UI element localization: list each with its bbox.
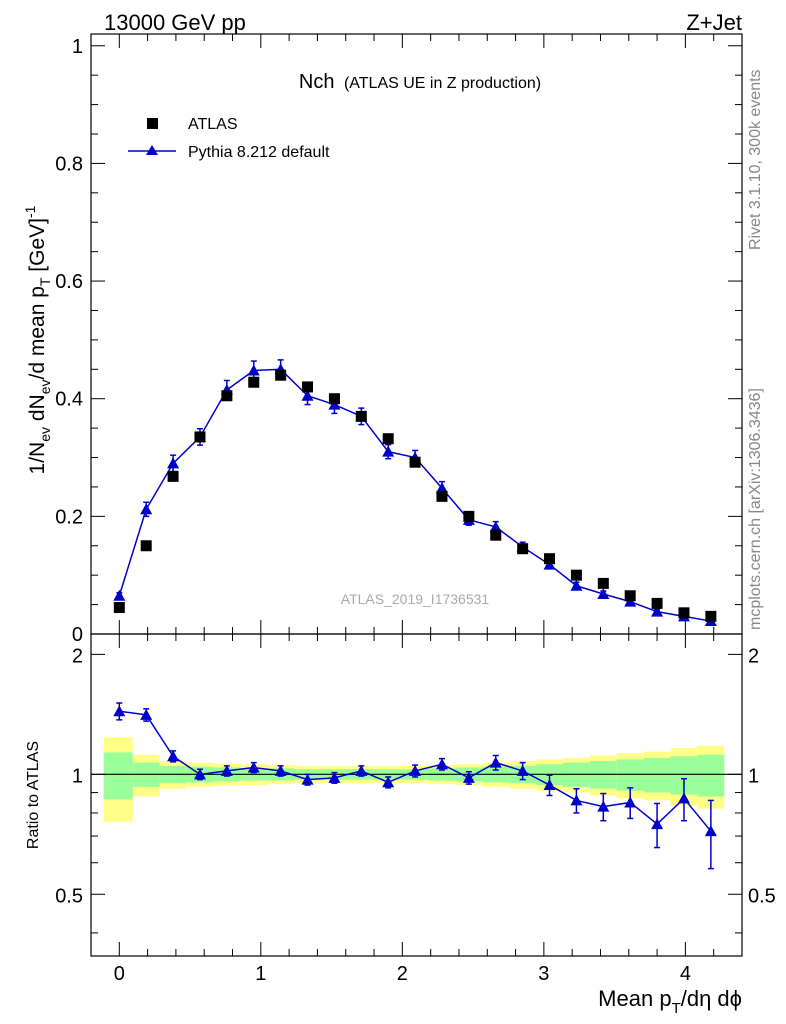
data-point xyxy=(544,553,556,565)
main-y-tick-label: 0.4 xyxy=(55,389,83,411)
mc-point xyxy=(489,520,502,532)
plot-title-main: Nch xyxy=(299,71,335,93)
data-point xyxy=(409,456,421,468)
mc-point xyxy=(597,588,610,599)
x-tick-label: 3 xyxy=(538,963,549,985)
data-point xyxy=(597,577,609,589)
x-tick-label: 4 xyxy=(680,963,691,985)
data-point xyxy=(651,597,663,609)
x-tick-label: 0 xyxy=(114,963,125,985)
ratio-mc-point xyxy=(274,764,287,776)
ratio-mc-point xyxy=(570,794,583,806)
ratio-y-tick-label-right: 1 xyxy=(748,765,759,787)
ratio-mc-point xyxy=(193,768,206,780)
ratio-mc-point xyxy=(597,800,610,812)
band-inner xyxy=(643,757,671,793)
ratio-mc-point xyxy=(113,705,126,717)
ratio-mc-point xyxy=(247,761,260,773)
band-inner xyxy=(616,759,644,791)
ratio-mc-point xyxy=(489,756,502,768)
ratio-mc-point xyxy=(543,779,556,791)
ratio-mc-point xyxy=(704,825,717,837)
ratio-mc-point xyxy=(140,708,153,720)
mc-point xyxy=(301,389,314,401)
data-point xyxy=(167,470,179,482)
data-point xyxy=(302,381,314,393)
data-point xyxy=(705,610,717,622)
ratio-panel: 0.5 0.5 1 1 2 2 0 1 2 3 4 xyxy=(55,633,776,985)
ratio-mc-point xyxy=(677,792,690,804)
header-energy: 13000 GeV pp xyxy=(104,10,246,35)
mc-point xyxy=(140,503,153,515)
ratio-mc-point xyxy=(355,764,368,776)
mc-point xyxy=(113,589,126,601)
mc-point xyxy=(382,445,395,457)
ratio-y-tick-label-right: 0.5 xyxy=(748,885,776,907)
data-point xyxy=(678,607,690,619)
legend: ATLAS Pythia 8.212 default xyxy=(128,116,330,161)
data-point xyxy=(275,369,287,381)
mc-point xyxy=(570,579,583,591)
data-point xyxy=(248,376,260,388)
mc-point xyxy=(435,482,448,494)
band-inner xyxy=(103,752,133,800)
main-y-tick-label: 1 xyxy=(72,36,83,58)
plot-title-sub: (ATLAS UE in Z production) xyxy=(344,75,541,92)
plot-title: Nch (ATLAS UE in Z production) xyxy=(299,71,541,93)
ratio-y-tick-label: 1 xyxy=(72,765,83,787)
ratio-mc-point xyxy=(516,764,529,776)
main-y-tick-label: 0.2 xyxy=(55,506,83,528)
data-point xyxy=(355,410,367,422)
data-point xyxy=(194,431,206,443)
data-point xyxy=(490,529,502,541)
main-y-axis-label: 1/Nev dNev/d mean pT [GeV]-1 xyxy=(22,205,53,474)
analysis-watermark: ATLAS_2019_I1736531 xyxy=(341,591,490,607)
main-panel: 0 0.2 0.4 0.6 0.8 1 xyxy=(55,33,743,646)
main-y-tick-label: 0 xyxy=(72,624,83,646)
ratio-mc-point xyxy=(167,750,180,762)
data-point xyxy=(221,390,233,402)
ratio-mc-point xyxy=(435,758,448,770)
ratio-mc-point xyxy=(462,771,475,783)
legend-data-label: ATLAS xyxy=(188,116,238,133)
x-axis-label: Mean pT/dη dϕ xyxy=(598,986,742,1017)
mc-point xyxy=(651,605,664,617)
mc-point xyxy=(247,364,260,376)
ratio-mc-point xyxy=(328,771,341,783)
data-point xyxy=(436,490,448,502)
ratio-mc-point xyxy=(651,818,664,830)
mc-point xyxy=(167,457,180,469)
ratio-y-tick-label: 0.5 xyxy=(55,885,83,907)
data-point xyxy=(328,393,340,405)
mcplots-label: mcplots.cern.ch [arXiv:1306.3436] xyxy=(747,388,764,630)
ratio-y-tick-label: 2 xyxy=(72,645,83,667)
legend-mc-marker xyxy=(146,145,158,155)
ratio-mc-point xyxy=(382,776,395,788)
header-process: Z+Jet xyxy=(686,10,742,35)
band-inner xyxy=(697,754,725,797)
data-point xyxy=(382,433,394,445)
rivet-version-label: Rivet 3.1.10, 300k events xyxy=(747,69,764,250)
ratio-mc-point xyxy=(301,773,314,785)
data-point xyxy=(113,602,125,614)
ratio-mc-point xyxy=(624,796,637,808)
ratio-mc-point xyxy=(409,764,422,776)
main-y-tick-label: 0.6 xyxy=(55,271,83,293)
data-point xyxy=(140,540,152,552)
ratio-frame xyxy=(90,633,743,957)
main-y-tick-label: 0.8 xyxy=(55,153,83,175)
x-tick-label: 1 xyxy=(255,963,266,985)
x-tick-label: 2 xyxy=(397,963,408,985)
ratio-y-axis-label: Ratio to ATLAS xyxy=(25,741,42,849)
data-point xyxy=(624,590,636,602)
data-point xyxy=(517,543,529,555)
data-point xyxy=(570,569,582,581)
data-point xyxy=(463,510,475,522)
ratio-y-tick-label-right: 2 xyxy=(748,645,759,667)
legend-mc-label: Pythia 8.212 default xyxy=(188,144,330,161)
ratio-mc-point xyxy=(220,764,233,776)
legend-data-marker xyxy=(147,118,158,129)
